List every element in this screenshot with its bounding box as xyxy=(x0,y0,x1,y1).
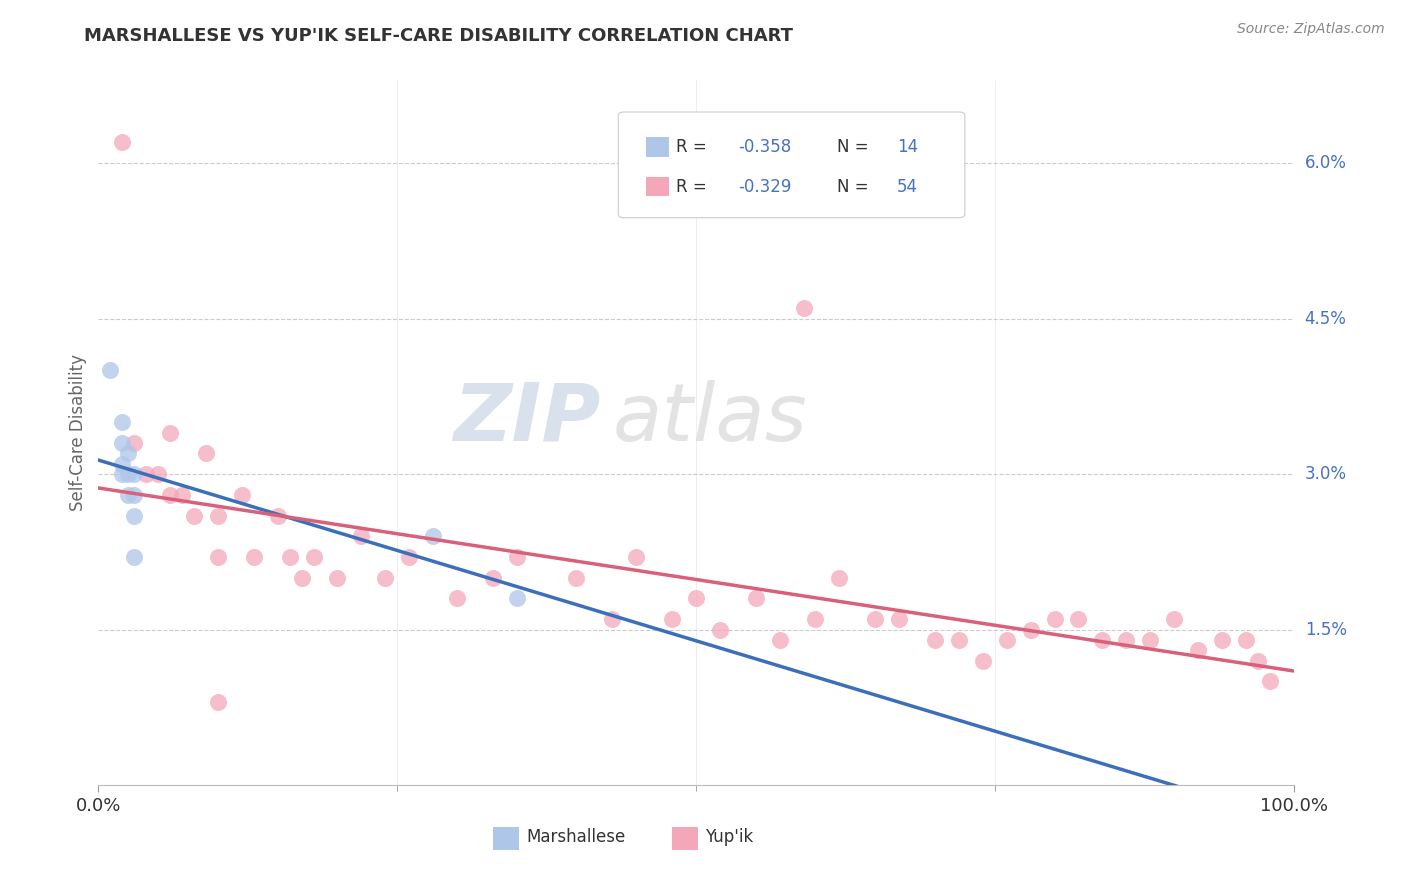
Point xyxy=(1258,674,1281,689)
Text: Marshallese: Marshallese xyxy=(526,828,626,847)
Point xyxy=(661,612,683,626)
Text: N =: N = xyxy=(837,138,875,156)
Point xyxy=(1091,632,1114,647)
Point xyxy=(183,508,205,523)
Text: R =: R = xyxy=(676,178,711,195)
Point xyxy=(124,488,146,502)
Text: -0.358: -0.358 xyxy=(738,138,792,156)
Text: R =: R = xyxy=(676,138,711,156)
Text: 14: 14 xyxy=(897,138,918,156)
Point xyxy=(111,457,134,471)
Point xyxy=(231,488,253,502)
Point xyxy=(506,549,529,564)
Point xyxy=(1211,632,1233,647)
Point xyxy=(195,446,218,460)
Point xyxy=(135,467,157,481)
FancyBboxPatch shape xyxy=(645,137,669,157)
Point xyxy=(1187,643,1209,657)
Point xyxy=(1043,612,1066,626)
Point xyxy=(602,612,624,626)
Point xyxy=(111,467,134,481)
Point xyxy=(350,529,373,543)
Point xyxy=(207,508,229,523)
Point xyxy=(924,632,946,647)
Point xyxy=(124,436,146,450)
Point xyxy=(1163,612,1185,626)
Point xyxy=(685,591,707,606)
Point xyxy=(948,632,970,647)
Text: Yup'ik: Yup'ik xyxy=(706,828,754,847)
Y-axis label: Self-Care Disability: Self-Care Disability xyxy=(69,354,87,511)
Text: N =: N = xyxy=(837,178,875,195)
Point xyxy=(124,508,146,523)
Point xyxy=(117,446,139,460)
Text: 54: 54 xyxy=(897,178,918,195)
Point xyxy=(565,571,588,585)
Text: MARSHALLESE VS YUP'IK SELF-CARE DISABILITY CORRELATION CHART: MARSHALLESE VS YUP'IK SELF-CARE DISABILI… xyxy=(84,27,793,45)
Point xyxy=(111,415,134,429)
Point xyxy=(159,425,181,440)
FancyBboxPatch shape xyxy=(645,177,669,196)
Text: -0.329: -0.329 xyxy=(738,178,792,195)
Text: 6.0%: 6.0% xyxy=(1305,154,1347,172)
Point xyxy=(398,549,420,564)
Point xyxy=(159,488,181,502)
FancyBboxPatch shape xyxy=(494,827,519,850)
Point xyxy=(995,632,1018,647)
Point xyxy=(243,549,266,564)
Point xyxy=(111,436,134,450)
Point xyxy=(124,549,146,564)
Point xyxy=(117,488,139,502)
Point xyxy=(889,612,911,626)
Point xyxy=(972,654,994,668)
Point xyxy=(172,488,194,502)
Point xyxy=(124,467,146,481)
Text: Source: ZipAtlas.com: Source: ZipAtlas.com xyxy=(1237,22,1385,37)
FancyBboxPatch shape xyxy=(619,112,965,218)
Text: 1.5%: 1.5% xyxy=(1305,621,1347,639)
Point xyxy=(326,571,349,585)
Point xyxy=(207,549,229,564)
Point xyxy=(804,612,827,626)
Point xyxy=(98,363,122,377)
Point xyxy=(793,301,815,316)
Point xyxy=(481,571,505,585)
Point xyxy=(267,508,290,523)
Point xyxy=(865,612,887,626)
Point xyxy=(374,571,396,585)
Point xyxy=(506,591,529,606)
Point xyxy=(148,467,170,481)
Point xyxy=(446,591,468,606)
Text: atlas: atlas xyxy=(613,379,807,458)
Point xyxy=(278,549,301,564)
Point xyxy=(111,136,134,150)
Point xyxy=(745,591,768,606)
Text: ZIP: ZIP xyxy=(453,379,600,458)
Point xyxy=(828,571,851,585)
Point xyxy=(1247,654,1270,668)
Point xyxy=(207,695,229,709)
Text: 4.5%: 4.5% xyxy=(1305,310,1347,327)
FancyBboxPatch shape xyxy=(672,827,699,850)
Text: 3.0%: 3.0% xyxy=(1305,465,1347,483)
Point xyxy=(117,467,139,481)
Point xyxy=(302,549,325,564)
Point xyxy=(422,529,444,543)
Point xyxy=(626,549,648,564)
Point xyxy=(768,632,790,647)
Point xyxy=(1067,612,1090,626)
Point xyxy=(709,623,731,637)
Point xyxy=(1234,632,1257,647)
Point xyxy=(1139,632,1161,647)
Point xyxy=(1115,632,1137,647)
Point xyxy=(1019,623,1042,637)
Point xyxy=(291,571,314,585)
